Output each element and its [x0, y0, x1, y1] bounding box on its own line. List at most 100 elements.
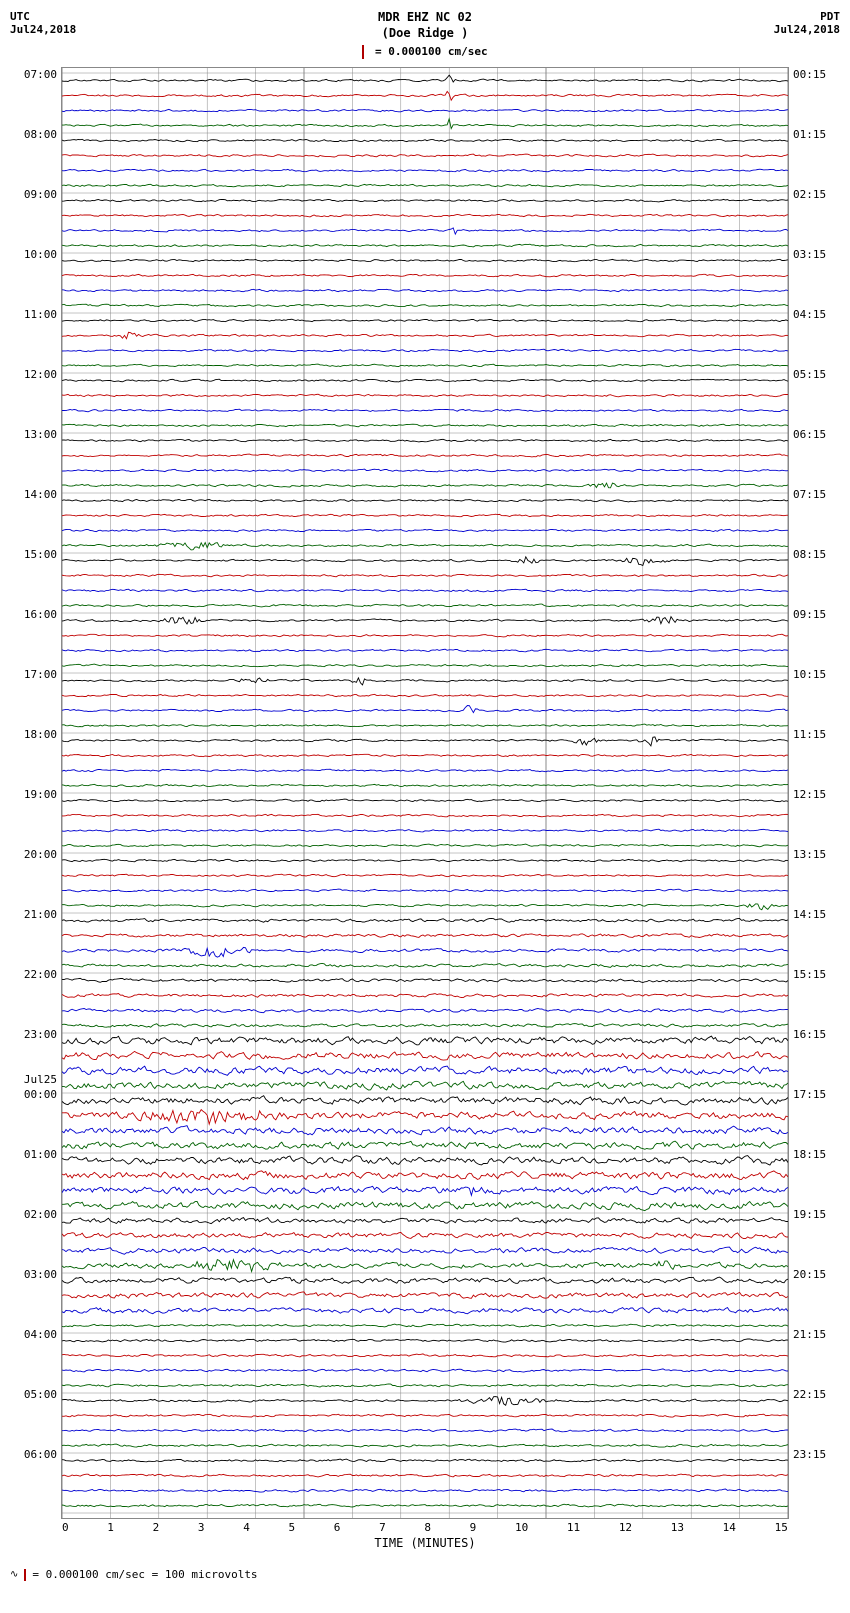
time-label: 19:15 [793, 1207, 840, 1222]
seismic-trace [62, 605, 788, 608]
seismic-trace [62, 948, 788, 958]
seismic-trace [62, 934, 788, 938]
seismic-trace [62, 1110, 788, 1125]
seismic-trace [62, 350, 788, 353]
time-label: 12:00 [10, 367, 57, 382]
seismic-trace [62, 1126, 788, 1135]
seismic-trace [62, 215, 788, 218]
seismic-trace [62, 557, 788, 566]
x-tick: 13 [671, 1521, 684, 1534]
x-tick: 4 [243, 1521, 250, 1534]
seismic-trace [62, 830, 788, 833]
seismic-trace [62, 484, 788, 489]
time-label: 18:00 [10, 727, 57, 742]
seismic-trace [62, 260, 788, 263]
seismic-trace [62, 1505, 788, 1508]
seismic-trace [62, 1052, 788, 1061]
seismic-trace [62, 320, 788, 323]
seismic-trace [62, 92, 788, 101]
time-label: 09:00 [10, 187, 57, 202]
seismic-trace [62, 228, 788, 234]
scale-text: = 0.000100 cm/sec [375, 45, 488, 58]
seismogram-container: UTC Jul24,2018 MDR EHZ NC 02 (Doe Ridge … [10, 10, 840, 1581]
seismic-trace [62, 815, 788, 818]
seismic-trace [62, 1171, 788, 1180]
time-label: 04:15 [793, 307, 840, 322]
time-label: 19:00 [10, 787, 57, 802]
seismic-trace [62, 635, 788, 638]
seismic-trace [62, 455, 788, 458]
time-label: 00:00 [10, 1087, 57, 1102]
seismic-trace [62, 1218, 788, 1224]
x-tick: 3 [198, 1521, 205, 1534]
seismic-trace [62, 904, 788, 910]
seismic-trace [62, 725, 788, 728]
time-label: 08:15 [793, 547, 840, 562]
time-label: 15:00 [10, 547, 57, 562]
time-label: 04:00 [10, 1327, 57, 1342]
time-label: 00:15 [793, 67, 840, 82]
seismic-trace [62, 1460, 788, 1463]
seismic-trace [62, 1024, 788, 1028]
x-tick: 5 [288, 1521, 295, 1534]
seismic-trace [62, 410, 788, 413]
seismic-trace [62, 1292, 788, 1298]
seismogram-plot [61, 67, 789, 1519]
seismic-trace [62, 155, 788, 158]
time-label: 14:15 [793, 907, 840, 922]
plot-wrap: 07:0008:0009:0010:0011:0012:0013:0014:00… [10, 67, 840, 1519]
seismic-trace [62, 1202, 788, 1211]
seismic-trace [62, 500, 788, 502]
seismic-trace [62, 1384, 788, 1387]
seismic-trace [62, 185, 788, 188]
time-label: 01:15 [793, 127, 840, 142]
x-tick: 12 [619, 1521, 632, 1534]
seismic-trace [62, 1397, 788, 1406]
x-tick: 7 [379, 1521, 386, 1534]
seismic-trace [62, 1325, 788, 1328]
footer-symbol: ∿ [10, 1569, 18, 1580]
time-label: 23:00 [10, 1027, 57, 1042]
time-label: 12:15 [793, 787, 840, 802]
seismic-trace [62, 530, 788, 533]
seismic-trace [62, 140, 788, 142]
x-axis-label: TIME (MINUTES) [62, 1536, 788, 1550]
x-tick: 10 [515, 1521, 528, 1534]
time-label: 09:15 [793, 607, 840, 622]
seismic-trace [62, 200, 788, 203]
time-label: 06:00 [10, 1447, 57, 1462]
time-label: 11:15 [793, 727, 840, 742]
seismic-trace [62, 1278, 788, 1284]
seismic-trace [62, 617, 788, 624]
seismic-trace [62, 590, 788, 593]
x-tick: 11 [567, 1521, 580, 1534]
scale-bar-icon [362, 45, 364, 59]
time-label: Jul25 [10, 1072, 57, 1087]
seismic-trace [62, 543, 788, 550]
seismic-trace [62, 1308, 788, 1314]
seismic-trace [62, 470, 788, 473]
seismic-trace [62, 1187, 788, 1196]
time-label: 02:00 [10, 1207, 57, 1222]
time-label: 20:15 [793, 1267, 840, 1282]
x-tick: 9 [470, 1521, 477, 1534]
time-label: 22:00 [10, 967, 57, 982]
time-label: 20:00 [10, 847, 57, 862]
seismic-trace [62, 860, 788, 863]
seismic-trace [62, 1142, 788, 1150]
right-date: Jul24,2018 [774, 23, 840, 36]
seismic-trace [62, 665, 788, 668]
seismic-trace [62, 1415, 788, 1418]
seismic-trace [62, 1009, 788, 1013]
time-label: 16:15 [793, 1027, 840, 1042]
x-tick: 6 [334, 1521, 341, 1534]
time-label: 06:15 [793, 427, 840, 442]
time-label: 17:15 [793, 1087, 840, 1102]
time-label: 01:00 [10, 1147, 57, 1162]
seismic-trace [62, 737, 788, 746]
seismic-trace [62, 110, 788, 112]
time-label: 22:15 [793, 1387, 840, 1402]
right-tz: PDT [774, 10, 840, 23]
x-tick: 14 [723, 1521, 736, 1534]
time-label: 15:15 [793, 967, 840, 982]
